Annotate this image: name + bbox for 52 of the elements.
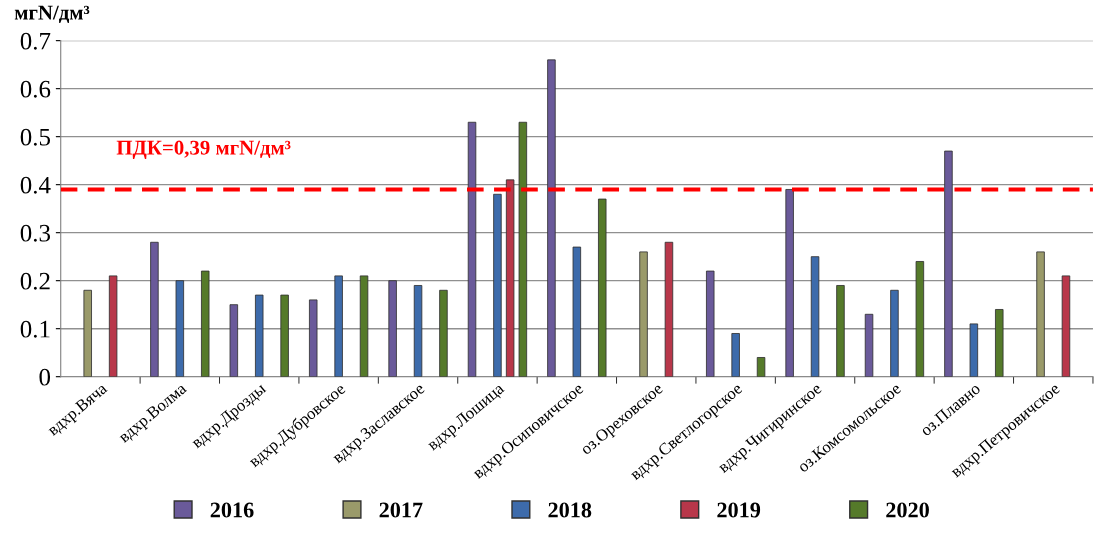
bar (518, 121, 528, 377)
bar (706, 270, 715, 377)
bar (280, 294, 289, 377)
bar (150, 241, 159, 377)
bar (836, 285, 845, 377)
bar (334, 275, 343, 377)
bar (639, 251, 648, 377)
y-tick-label: 0.2 (20, 272, 50, 290)
bar (108, 275, 118, 377)
bar (969, 323, 979, 377)
ref-line-label: ПДК=0,39 мгN/дм³ (116, 140, 291, 159)
y-tick-label: 0.3 (20, 224, 51, 242)
legend-label: 2017 (379, 502, 423, 518)
y-axis-title: мгN/дм³ (14, 5, 90, 24)
bar (810, 256, 820, 377)
bar (467, 121, 477, 377)
bar (756, 357, 766, 377)
bar (388, 280, 397, 377)
bar (1061, 275, 1071, 377)
bar (915, 261, 925, 377)
y-tick-label: 0 (39, 368, 51, 386)
bar (1036, 251, 1045, 377)
bar (731, 333, 740, 377)
bar (598, 198, 607, 377)
legend-label: 2016 (210, 502, 254, 518)
legend-label: 2019 (717, 502, 761, 518)
y-tick-label: 0.5 (20, 128, 51, 146)
bar (439, 289, 448, 377)
bar (785, 189, 794, 377)
bar (505, 179, 515, 377)
legend-label: 2020 (886, 502, 929, 518)
y-tick-label: 0.7 (20, 32, 51, 50)
y-tick-label: 0.1 (20, 320, 50, 338)
bar (572, 246, 582, 377)
y-tick-label: 0.6 (20, 80, 51, 98)
bar (175, 280, 185, 377)
bar (413, 285, 423, 377)
bar (664, 241, 674, 377)
y-tick-label: 0.4 (20, 176, 51, 194)
bar (547, 59, 556, 377)
bar (944, 150, 953, 377)
bar (308, 299, 318, 377)
bar (890, 289, 899, 377)
bar (255, 294, 264, 377)
bar (201, 270, 210, 377)
bar (83, 289, 92, 377)
bar (229, 304, 239, 377)
bar (359, 275, 369, 377)
legend-label: 2018 (548, 502, 592, 518)
bar (864, 313, 874, 377)
bar (995, 309, 1004, 377)
bar (493, 193, 502, 377)
